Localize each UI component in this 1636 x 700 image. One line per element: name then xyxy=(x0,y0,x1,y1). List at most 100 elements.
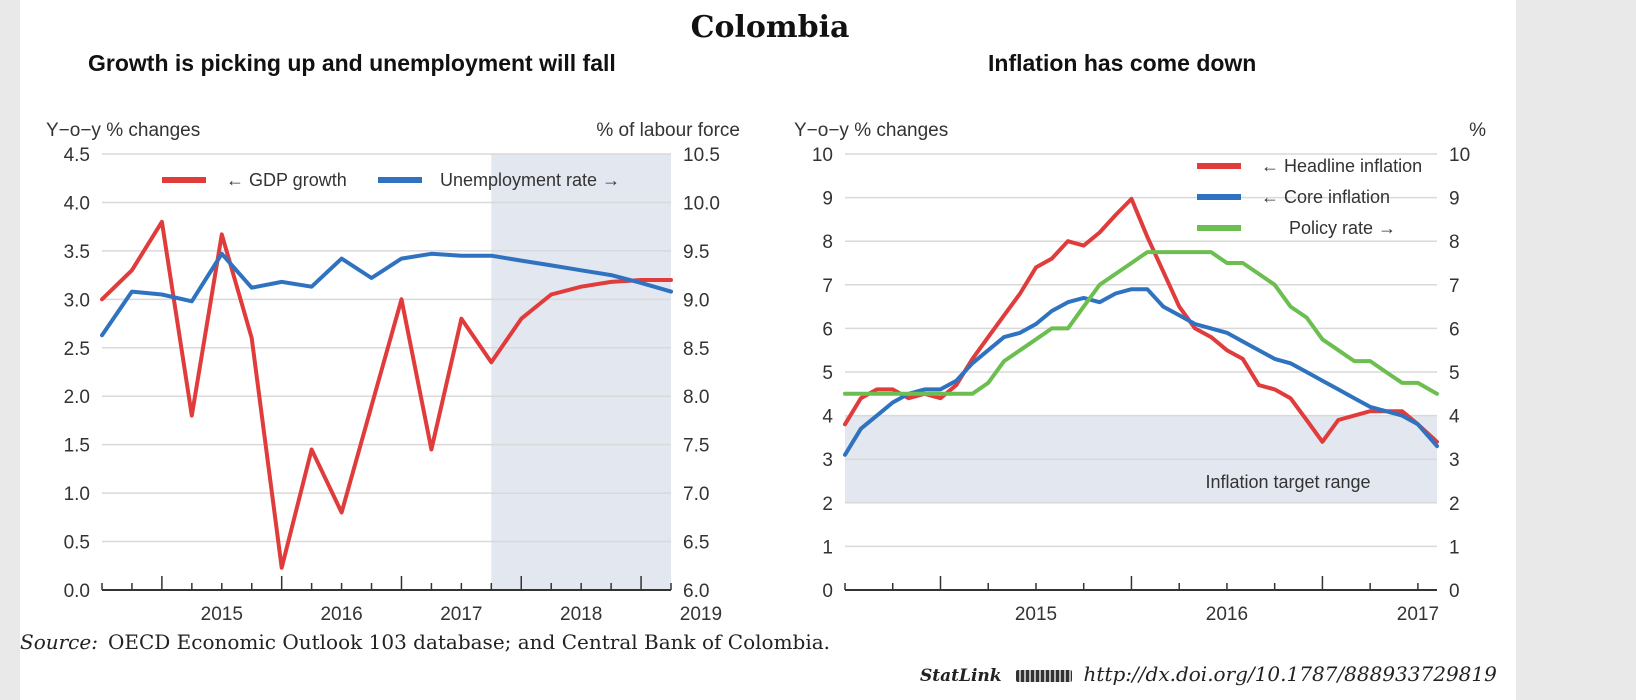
chart2-data-point-s3 xyxy=(1066,326,1070,330)
chart1-data-point-s2 xyxy=(489,254,493,258)
chart1-data-point-s1 xyxy=(519,317,523,321)
chart1-y-left-tick-label: 2.0 xyxy=(64,387,90,408)
chart2-data-point-s1 xyxy=(986,335,990,339)
chart1-y-left-tick-label: 3.5 xyxy=(64,242,90,263)
chart2-data-point-s2 xyxy=(1400,414,1404,418)
chart2-data-point-s2 xyxy=(1066,300,1070,304)
chart1-y-right-tick-label: 6.5 xyxy=(683,533,709,554)
chart2-y-left-tick-label: 10 xyxy=(812,145,833,166)
chart1-data-point-s2 xyxy=(130,290,134,294)
chart2-data-point-s2 xyxy=(1336,387,1340,391)
chart1-y-left-tick-label: 1.0 xyxy=(64,484,90,505)
chart2-data-point-s1 xyxy=(1225,348,1229,352)
chart1-data-point-s1 xyxy=(100,297,104,301)
chart1-series-line-2 xyxy=(100,251,673,338)
chart2-data-point-s3 xyxy=(1416,381,1420,385)
chart2-data-point-s3 xyxy=(1368,359,1372,363)
chart1-x-tick-label: 2016 xyxy=(320,604,362,625)
figure-panel xyxy=(20,0,1516,700)
chart1-data-point-s1 xyxy=(190,414,194,418)
chart2-x-tick-label: 2017 xyxy=(1397,604,1439,625)
chart2-y-right-tick-label: 10 xyxy=(1449,145,1470,166)
chart2-y-right-tick-label: 2 xyxy=(1449,494,1460,515)
chart1-x-tick-label: 2019 xyxy=(680,604,722,625)
chart1-y-right-axis-label: % of labour force xyxy=(596,120,740,141)
chart1-data-point-s1 xyxy=(160,220,164,224)
chart2-data-point-s1 xyxy=(1130,197,1134,201)
chart1-data-point-s2 xyxy=(639,281,643,285)
chart1-y-left-tick-label: 2.5 xyxy=(64,339,90,360)
chart2-data-point-s2 xyxy=(875,414,879,418)
chart1-data-point-s1 xyxy=(280,566,284,570)
chart2-legend-label-2: ← Core inflation xyxy=(1261,187,1390,207)
chart2-data-point-s2 xyxy=(954,379,958,383)
chart1-y-right-tick-label: 9.5 xyxy=(683,242,709,263)
chart2-data-point-s1 xyxy=(1066,239,1070,243)
chart2-data-point-s2 xyxy=(1050,309,1054,313)
chart1-x-tick-label: 2015 xyxy=(201,604,243,625)
chart2-y-left-tick-label: 7 xyxy=(822,276,833,297)
chart2-data-point-s3 xyxy=(1034,337,1038,341)
chart1-data-point-s2 xyxy=(459,254,463,258)
chart2-data-point-s2 xyxy=(939,387,943,391)
chart2-data-point-s1 xyxy=(859,396,863,400)
chart1-y-left-tick-label: 4.0 xyxy=(64,193,90,214)
chart2-y-left-tick-label: 8 xyxy=(822,232,833,253)
chart2-y-right-tick-label: 1 xyxy=(1449,537,1460,558)
chart1-data-point-s2 xyxy=(100,333,104,337)
chart2-data-point-s2 xyxy=(1225,331,1229,335)
chart2-data-point-s1 xyxy=(1082,244,1086,248)
chart2-y-left-tick-label: 2 xyxy=(822,494,833,515)
chart2-y-right-tick-label: 4 xyxy=(1449,407,1460,428)
chart2-data-point-s2 xyxy=(1352,396,1356,400)
chart2-data-point-s1 xyxy=(1145,235,1149,239)
chart1-data-point-s1 xyxy=(609,280,613,284)
chart2-y-right-tick-label: 8 xyxy=(1449,232,1460,253)
chart2-y-left-tick-label: 6 xyxy=(822,319,833,340)
chart1-y-right-tick-label: 8.5 xyxy=(683,339,709,360)
chart2-data-point-s1 xyxy=(1050,257,1054,261)
chart2-data-point-s1 xyxy=(1114,213,1118,217)
chart2-data-point-s3 xyxy=(1320,337,1324,341)
chart2-data-point-s1 xyxy=(1352,414,1356,418)
statlink-url[interactable]: http://dx.doi.org/10.1787/888933729819 xyxy=(1083,662,1497,686)
chart2-series-line-2 xyxy=(843,287,1439,457)
chart2-data-point-s1 xyxy=(1273,387,1277,391)
chart2-data-point-s3 xyxy=(859,392,863,396)
chart2-data-point-s1 xyxy=(1002,313,1006,317)
chart2-data-point-s1 xyxy=(1193,326,1197,330)
chart1-y-right-tick-label: 8.0 xyxy=(683,387,709,408)
chart2-data-point-s2 xyxy=(1098,300,1102,304)
chart2-data-point-s1 xyxy=(1320,440,1324,444)
chart2-data-point-s3 xyxy=(1161,250,1165,254)
chart1-data-point-s1 xyxy=(220,232,224,236)
chart2-data-point-s3 xyxy=(875,392,879,396)
source-note: Source: OECD Economic Outlook 103 databas… xyxy=(20,630,830,654)
chart2-y-left-tick-label: 1 xyxy=(822,537,833,558)
chart1-data-point-s2 xyxy=(280,280,284,284)
chart2-data-point-s1 xyxy=(1241,357,1245,361)
chart2-data-point-s3 xyxy=(1225,261,1229,265)
chart1-y-right-tick-label: 7.5 xyxy=(683,436,709,457)
chart2-data-point-s2 xyxy=(843,453,847,457)
chart2-data-point-s2 xyxy=(1177,313,1181,317)
chart1-y-right-tick-label: 10.5 xyxy=(683,145,720,166)
chart2-data-point-s1 xyxy=(1400,409,1404,413)
chart1-data-point-s2 xyxy=(609,273,613,277)
chart1-data-point-s1 xyxy=(370,404,374,408)
chart2-data-point-s3 xyxy=(1305,316,1309,320)
chart2-data-point-s3 xyxy=(1384,370,1388,374)
chart2-data-point-s1 xyxy=(843,422,847,426)
chart2-data-point-s2 xyxy=(1320,379,1324,383)
chart2-data-point-s3 xyxy=(1002,359,1006,363)
chart1-data-point-s1 xyxy=(489,360,493,364)
chart2-data-point-s3 xyxy=(1098,283,1102,287)
chart1-y-right-tick-label: 7.0 xyxy=(683,484,709,505)
chart1-x-tick-label: 2017 xyxy=(440,604,482,625)
chart2-data-point-s2 xyxy=(1273,357,1277,361)
chart2-data-point-s3 xyxy=(1082,305,1086,309)
chart2-data-point-s3 xyxy=(1257,272,1261,276)
chart2-data-point-s3 xyxy=(986,381,990,385)
source-text: OECD Economic Outlook 103 database; and … xyxy=(107,630,831,654)
chart2-y-left-tick-label: 9 xyxy=(822,189,833,210)
